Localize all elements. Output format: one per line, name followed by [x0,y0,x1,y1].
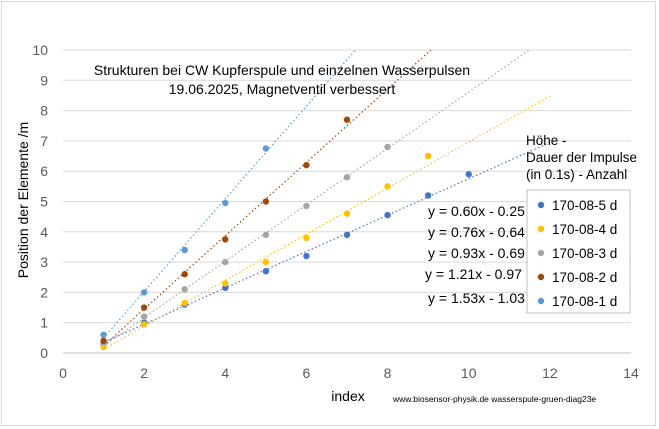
data-point [343,174,351,181]
data-point [303,161,310,169]
legend-marker-2 [537,225,545,233]
data-point [262,145,270,152]
data-point [343,231,351,239]
legend-marker-1 [537,201,545,209]
trend-equation-5: y = 1.53x - 1.03 [428,290,525,306]
trend-equations: y = 0.60x - 0.25 y = 0.76x - 0.64 y = 0.93… [425,203,525,306]
data-point [181,246,188,254]
chart-title: Strukturen bei CW Kupferspule und einzel… [94,62,470,78]
credit-text: www.biosensor-physik.de wasserspule-grue… [392,394,596,404]
data-point [343,116,351,123]
x-tick-label: 8 [384,365,392,381]
y-tick-label: 4 [40,224,48,240]
y-tick-label: 7 [40,133,48,149]
legend-note-line-2: Dauer der Impulse [526,150,637,165]
data-point [100,337,107,345]
data-point [222,284,229,292]
y-tick-label: 1 [40,315,48,331]
y-tick-label: 5 [40,194,48,210]
data-point [181,286,188,293]
data-point [424,152,432,160]
x-tick-label: 4 [221,365,229,381]
data-point [181,299,188,307]
data-point [222,199,229,207]
data-point [384,143,391,151]
data-point [181,271,188,278]
trendline-1 [103,141,551,343]
data-point [100,343,107,351]
data-point [140,304,148,311]
trendline-3 [103,49,530,347]
data-point [384,183,391,190]
y-axis-label: Position der Elemente /m [15,122,31,278]
y-tick-label: 6 [40,163,48,179]
legend-note-line-1: Höhe - [526,133,567,148]
data-point [343,210,351,217]
data-point [303,234,310,242]
data-point [140,321,148,328]
y-tick-label: 2 [40,284,48,300]
trendlines [103,49,551,350]
data-point [222,258,229,266]
x-tick-label: 2 [140,365,148,381]
y-tick-label: 8 [40,103,48,119]
legend-box [526,189,631,314]
x-tick-label: 0 [59,365,67,381]
data-point [262,231,270,239]
x-tick-label: 12 [542,365,558,381]
legend-label-4: 170-08-2 d [552,270,617,285]
trend-equation-1: y = 0.60x - 0.25 [428,203,525,219]
chart-subtitle: 19.06.2025, Magnetventil verbessert [169,81,396,97]
data-point [222,236,229,243]
data-point [222,280,229,287]
data-point [140,289,148,296]
x-tick-label: 14 [623,365,639,381]
data-point [262,267,270,275]
trend-equation-3: y = 0.93x - 0.69 [428,245,525,261]
data-point [262,258,270,266]
legend-marker-4 [537,273,545,281]
data-points [100,116,472,351]
y-tick-label: 3 [40,254,48,270]
legend-label-3: 170-08-3 d [552,246,617,261]
y-tick-label: 9 [40,72,48,88]
data-point [100,331,107,339]
legend-marker-5 [537,297,545,305]
trend-equation-2: y = 0.76x - 0.64 [428,224,525,240]
data-point [465,171,472,178]
legend-marker-3 [537,249,545,257]
legend-label-5: 170-08-1 d [552,294,617,309]
data-point [384,211,391,219]
y-tick-label: 10 [32,42,48,58]
trend-equation-4: y = 1.21x - 0.97 [425,266,522,282]
data-point [303,252,310,260]
data-point [424,192,432,199]
legend-note-line-3: (in 0.1s) - Anzahl [526,167,627,182]
trendline-4 [103,49,432,347]
data-point [140,313,148,320]
legend: 170-08-5 d 170-08-4 d 170-08-3 d 170-08-2 d… [526,189,631,314]
legend-label-1: 170-08-5 d [552,198,617,213]
data-point [303,202,310,210]
x-axis-label: index [331,388,364,404]
x-tick-label: 6 [303,365,311,381]
y-tick-label: 0 [40,345,48,361]
legend-label-2: 170-08-4 d [552,222,617,237]
x-tick-label: 10 [461,365,477,381]
trendline-2 [103,95,551,350]
data-point [262,198,270,205]
